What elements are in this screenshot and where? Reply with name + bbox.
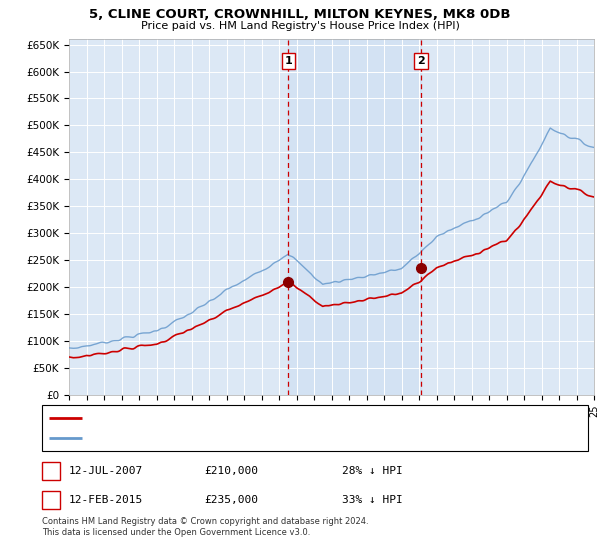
Text: 1: 1 xyxy=(47,466,55,476)
Text: 5, CLINE COURT, CROWNHILL, MILTON KEYNES, MK8 0DB: 5, CLINE COURT, CROWNHILL, MILTON KEYNES… xyxy=(89,8,511,21)
Bar xyxy=(288,39,421,395)
Text: £210,000: £210,000 xyxy=(204,466,258,476)
Text: HPI: Average price, detached house, Milton Keynes: HPI: Average price, detached house, Milt… xyxy=(87,433,352,443)
Text: Price paid vs. HM Land Registry's House Price Index (HPI): Price paid vs. HM Land Registry's House … xyxy=(140,21,460,31)
Text: 12-FEB-2015: 12-FEB-2015 xyxy=(69,495,143,505)
Text: 28% ↓ HPI: 28% ↓ HPI xyxy=(342,466,403,476)
Text: 1: 1 xyxy=(284,56,292,66)
Text: 12-JUL-2007: 12-JUL-2007 xyxy=(69,466,143,476)
Text: Contains HM Land Registry data © Crown copyright and database right 2024.
This d: Contains HM Land Registry data © Crown c… xyxy=(42,517,368,537)
Text: 5, CLINE COURT, CROWNHILL, MILTON KEYNES, MK8 0DB (detached house): 5, CLINE COURT, CROWNHILL, MILTON KEYNES… xyxy=(87,413,476,423)
Text: 33% ↓ HPI: 33% ↓ HPI xyxy=(342,495,403,505)
Text: £235,000: £235,000 xyxy=(204,495,258,505)
Text: 2: 2 xyxy=(47,495,55,505)
Text: 2: 2 xyxy=(417,56,425,66)
